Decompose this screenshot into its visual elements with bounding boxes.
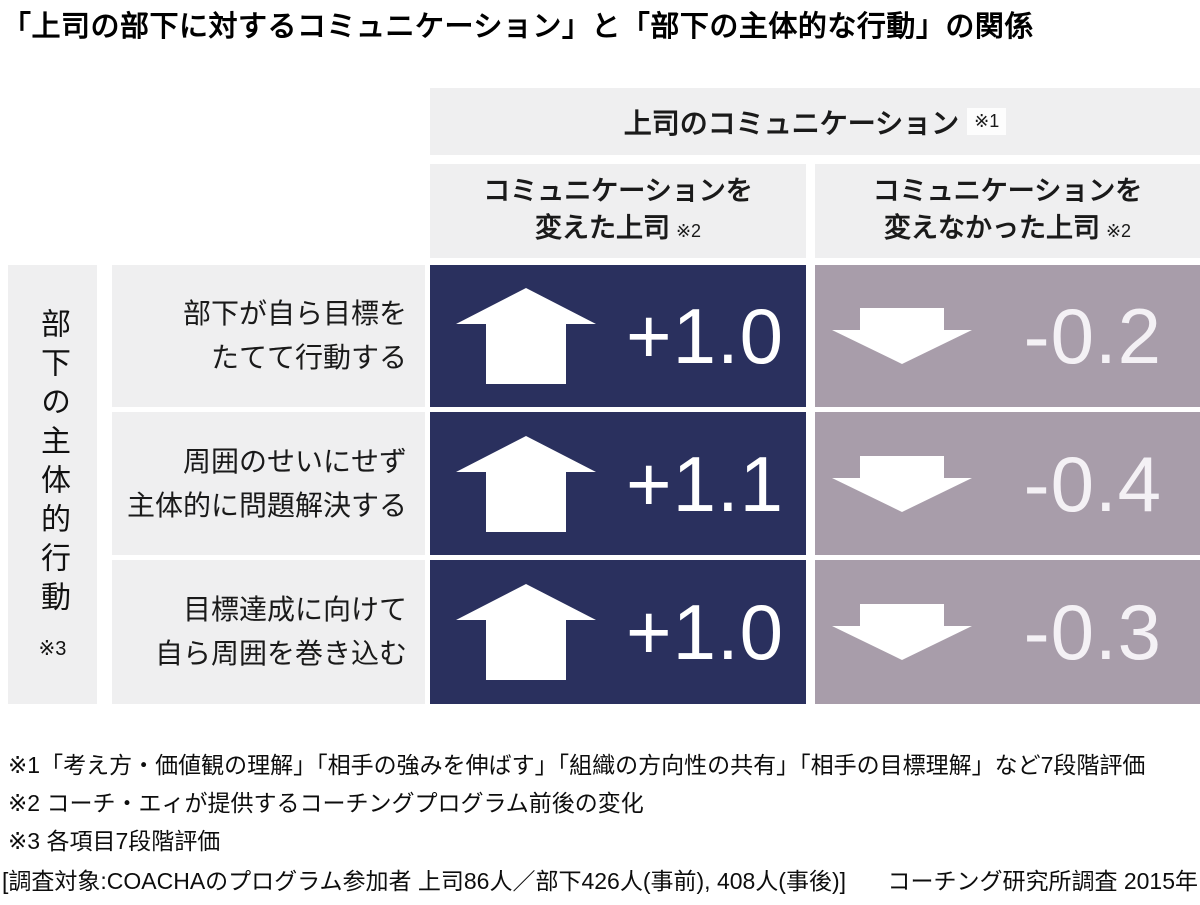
matrix-top-header: 上司のコミュニケーション ※1 bbox=[430, 88, 1200, 155]
data-cell-changed-row1: +1.0 bbox=[430, 265, 806, 407]
footnote-item: ※3 各項目7段階評価 bbox=[8, 828, 221, 854]
source-line: [調査対象:COACHAのプログラム参加者 上司86人／部下426人(事前), … bbox=[2, 862, 1198, 896]
row-label-line1: 周囲のせいにせず bbox=[182, 445, 407, 477]
row-label-line1: 部下が自ら目標を bbox=[182, 298, 407, 329]
row-axis-label: 部下の主体的行動 bbox=[36, 308, 69, 620]
up-arrow-icon bbox=[456, 288, 596, 384]
column-header-line1: コミュニケーションを bbox=[872, 175, 1143, 206]
footnote-item: ※1「考え方・価値観の理解」「相手の強みを伸ばす」「組織の方向性の共有」「相手の… bbox=[8, 752, 1146, 778]
column-header-changed: コミュニケーションを 変えた上司 ※2 bbox=[430, 164, 806, 258]
down-arrow-icon bbox=[832, 455, 972, 512]
data-cell-changed-row3: +1.0 bbox=[430, 560, 806, 704]
survey-credit: コーチング研究所調査 2015年 bbox=[887, 868, 1198, 894]
down-arrow-icon bbox=[832, 604, 972, 660]
row-label-line2: 自ら周囲を巻き込む bbox=[154, 638, 407, 669]
down-arrow-icon bbox=[832, 308, 972, 364]
column-header-line2: 変えた上司 bbox=[534, 212, 670, 243]
footnote-item: ※2 コーチ・エィが提供するコーチングプログラム前後の変化 bbox=[8, 790, 644, 816]
value-label: -0.3 bbox=[1023, 588, 1162, 676]
top-header-label: 上司のコミュニケーション bbox=[623, 107, 960, 139]
footnote-list: ※1「考え方・価値観の理解」「相手の強みを伸ばす」「組織の方向性の共有」「相手の… bbox=[8, 746, 1196, 860]
value-label: +1.0 bbox=[626, 588, 784, 676]
footnote-ref-2: ※2 bbox=[675, 220, 702, 241]
data-cell-changed-row2: +1.1 bbox=[430, 412, 806, 555]
row-label-line2: 主体的に問題解決する bbox=[126, 489, 407, 521]
row-label-line2: たてて行動する bbox=[210, 342, 407, 373]
row-label-line1: 目標達成に向けて bbox=[182, 594, 407, 625]
value-label: +1.1 bbox=[626, 439, 784, 528]
footnote-ref-2: ※2 bbox=[1105, 220, 1132, 241]
up-arrow-icon bbox=[456, 435, 596, 532]
column-header-line1: コミュニケーションを bbox=[483, 175, 753, 206]
survey-scope: [調査対象:COACHAのプログラム参加者 上司86人／部下426人(事前), … bbox=[2, 868, 847, 894]
row-axis: 部下の主体的行動 ※3 bbox=[8, 265, 97, 704]
data-cell-unchanged-row2: -0.4 bbox=[815, 412, 1200, 555]
row-label: 目標達成に向けて 自ら周囲を巻き込む bbox=[112, 560, 425, 704]
value-label: -0.2 bbox=[1023, 292, 1162, 380]
column-header-line2: 変えなかった上司 bbox=[883, 212, 1100, 243]
column-header-unchanged: コミュニケーションを 変えなかった上司 ※2 bbox=[815, 164, 1200, 258]
up-arrow-icon bbox=[456, 584, 596, 680]
footnote-ref-3: ※3 bbox=[38, 638, 67, 660]
data-cell-unchanged-row1: -0.2 bbox=[815, 265, 1200, 407]
value-label: -0.4 bbox=[1023, 439, 1162, 528]
page-title: 「上司の部下に対するコミュニケーション」と「部下の主体的な行動」の関係 bbox=[2, 11, 1034, 43]
row-label: 周囲のせいにせず 主体的に問題解決する bbox=[112, 412, 425, 555]
value-label: +1.0 bbox=[626, 292, 784, 380]
footnote-ref-1: ※1 bbox=[967, 108, 1007, 135]
data-cell-unchanged-row3: -0.3 bbox=[815, 560, 1200, 704]
row-label: 部下が自ら目標を たてて行動する bbox=[112, 265, 425, 407]
